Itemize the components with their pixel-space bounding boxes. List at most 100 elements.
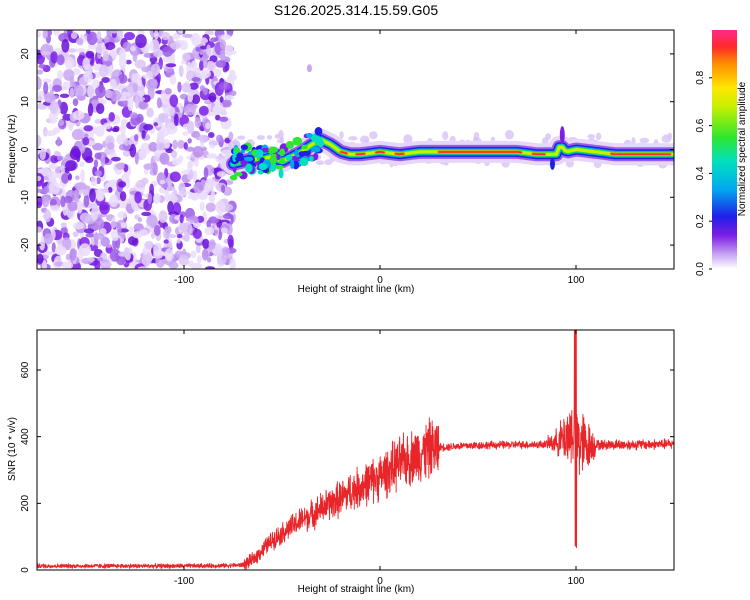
ridge-blob [292, 136, 303, 146]
noise-blob [37, 226, 43, 233]
noise-blob [158, 210, 168, 224]
noise-blob [42, 78, 52, 84]
noise-blob [57, 70, 64, 81]
noise-blob [214, 36, 219, 42]
noise-blob [187, 194, 200, 200]
noise-blob [153, 30, 159, 40]
colorbar-tick-label: 0.6 [695, 118, 706, 132]
noise-blob [201, 248, 209, 261]
noise-blob [68, 121, 74, 132]
noise-blob [194, 116, 202, 128]
noise-blob [40, 50, 51, 56]
noise-blob [195, 46, 202, 52]
noise-blob [100, 236, 110, 247]
noise-blob [53, 150, 60, 157]
colorbar-tick-label: 0.2 [695, 214, 706, 228]
noise-blob [192, 170, 198, 183]
noise-blob [184, 104, 196, 116]
ridge-spike [559, 126, 565, 145]
noise-blob [159, 152, 170, 165]
noise-blob [208, 92, 217, 103]
noise-blob [126, 197, 133, 204]
colorbar-tick-label: 0.8 [695, 70, 706, 84]
x-tick-label: -100 [174, 275, 194, 286]
noise-blob [166, 186, 176, 192]
noise-blob [106, 30, 112, 39]
noise-blob [61, 38, 70, 53]
noise-blob [84, 133, 89, 138]
snr-series-line [37, 330, 674, 570]
noise-blob [205, 122, 211, 130]
noise-blob [228, 131, 234, 141]
noise-blob [237, 135, 246, 140]
noise-blob [89, 188, 96, 203]
noise-blob [178, 65, 184, 78]
ridge-blob [315, 130, 323, 136]
noise-blob [38, 64, 47, 69]
noise-blob [137, 217, 143, 222]
noise-blob [62, 204, 68, 216]
noise-blob [43, 81, 49, 95]
noise-blob [129, 45, 136, 52]
noise-blob [98, 64, 109, 78]
noise-blob [123, 32, 136, 41]
noise-blob [58, 119, 65, 127]
noise-blob [121, 91, 130, 98]
snr-plot-area [37, 330, 674, 570]
spectrogram-y-axis-label: Frequency (Hz) [7, 115, 18, 184]
noise-blob [93, 159, 99, 168]
noise-blob [127, 97, 134, 112]
noise-blob [142, 94, 151, 103]
noise-blob [169, 171, 181, 183]
noise-blob [324, 159, 333, 166]
noise-blob [69, 248, 77, 261]
noise-blob [169, 94, 179, 108]
noise-blob [94, 43, 106, 54]
noise-blob [176, 233, 183, 239]
noise-blob [42, 30, 49, 39]
noise-blob [403, 134, 413, 144]
noise-blob [172, 139, 178, 150]
noise-blob [132, 80, 138, 93]
noise-blob [71, 129, 84, 141]
ridge-blob [278, 168, 284, 179]
noise-blob [159, 179, 166, 185]
noise-blob [74, 182, 87, 190]
noise-blob [164, 248, 174, 262]
noise-blob [192, 145, 204, 158]
noise-blob [123, 247, 130, 259]
noise-blob [276, 139, 284, 144]
ridge-blob [301, 144, 308, 150]
noise-blob [37, 175, 42, 182]
noise-blob [218, 116, 229, 122]
noise-blob [160, 89, 166, 103]
ridge-hot-core [610, 153, 671, 156]
noise-blob [106, 142, 115, 150]
y-tick-label: 0 [20, 567, 31, 573]
colorbar-tick-label: 0.0 [695, 262, 706, 276]
noise-blob [142, 74, 150, 79]
noise-blob [193, 217, 200, 224]
noise-blob [192, 228, 202, 239]
noise-blob [149, 78, 158, 88]
noise-blob [204, 30, 215, 36]
noise-blob [183, 222, 188, 235]
ridge-hot-core [355, 153, 366, 156]
ridge-blob [240, 159, 248, 166]
noise-blob [221, 99, 232, 108]
ridge-blob [285, 140, 294, 149]
noise-blob [156, 142, 165, 151]
noise-blob [216, 221, 223, 228]
noise-blob [163, 239, 169, 244]
spectrogram-x-axis-label: Height of straight line (km) [298, 284, 415, 295]
noise-blob [178, 155, 184, 163]
noise-blob [191, 94, 201, 105]
noise-blob [188, 169, 194, 180]
noise-blob [83, 228, 95, 234]
noise-blob [64, 56, 75, 70]
noise-blob [67, 201, 78, 212]
noise-blob [147, 192, 153, 205]
ridge-blob [275, 164, 284, 170]
noise-blob [117, 211, 128, 219]
